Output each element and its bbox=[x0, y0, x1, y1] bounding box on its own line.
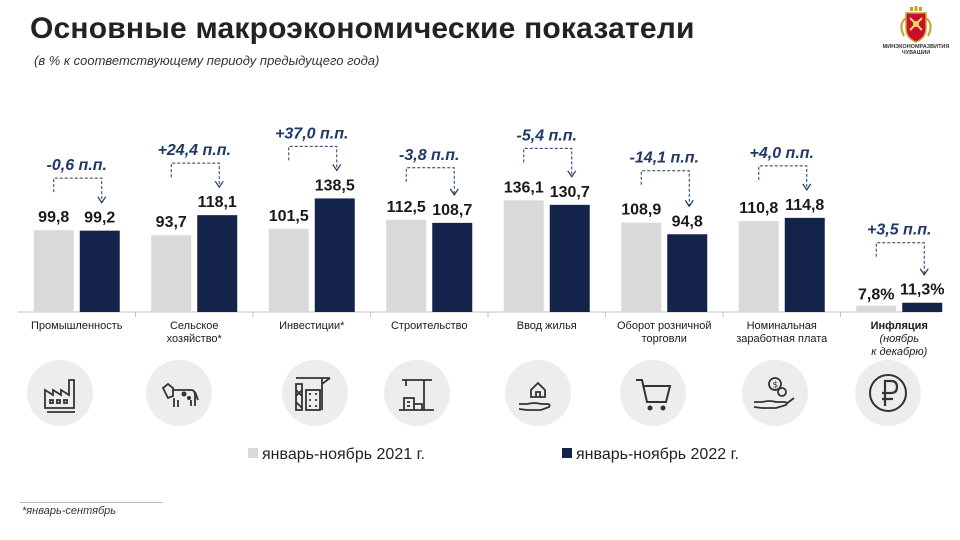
crane-building-icon bbox=[384, 360, 450, 426]
svg-text:$: $ bbox=[773, 381, 779, 391]
ruble-icon bbox=[855, 360, 921, 426]
value-label-2021: 108,9 bbox=[621, 202, 661, 219]
value-label-2022: 108,7 bbox=[432, 202, 472, 219]
bar-2021 bbox=[621, 222, 662, 312]
delta-arrowhead bbox=[684, 199, 694, 208]
factory-icon bbox=[27, 360, 93, 426]
delta-arrowhead bbox=[97, 196, 107, 204]
construction-buildings-icon bbox=[282, 360, 348, 426]
value-label-2022: 130,7 bbox=[550, 184, 590, 201]
delta-bracket bbox=[288, 145, 338, 171]
bar-2021 bbox=[503, 200, 544, 312]
bar-2022 bbox=[79, 230, 120, 312]
bar-2021 bbox=[386, 219, 427, 312]
bar-2022 bbox=[197, 215, 238, 312]
footnote-divider bbox=[20, 502, 163, 503]
bar-2022 bbox=[667, 234, 708, 312]
category-label: Строительство bbox=[391, 320, 468, 332]
delta-bracket bbox=[875, 242, 925, 275]
delta-bracket bbox=[758, 165, 808, 190]
category-label: Инфляция (ноябрь к декабрю) bbox=[871, 320, 928, 358]
category-label: Ввод жилья bbox=[517, 320, 577, 332]
coat-of-arms-logo bbox=[884, 6, 948, 64]
bar-2022 bbox=[314, 198, 355, 312]
bar-2021 bbox=[856, 305, 897, 312]
value-label-2022: 99,2 bbox=[84, 210, 115, 227]
delta-label: +4,0 п.п. bbox=[750, 145, 814, 162]
value-label-2022: 114,8 bbox=[785, 197, 824, 214]
bar-2022 bbox=[432, 222, 473, 312]
bar-2022 bbox=[784, 217, 825, 312]
bar-2021 bbox=[33, 230, 74, 312]
footnote: *январь-сентябрь bbox=[22, 505, 117, 517]
value-label-2021: 112,5 bbox=[387, 199, 426, 216]
delta-label: -0,6 п.п. bbox=[47, 157, 107, 174]
value-label-2022: 138,5 bbox=[315, 177, 355, 194]
shopping-cart-icon bbox=[620, 360, 686, 426]
value-label-2022: 94,8 bbox=[672, 213, 703, 230]
value-label-2021: 101,5 bbox=[269, 208, 309, 225]
delta-label: +24,4 п.п. bbox=[158, 142, 231, 159]
legend-item-2022: январь-ноябрь 2022 г. bbox=[562, 446, 739, 464]
category-label: Сельское хозяйство* bbox=[167, 320, 223, 345]
legend-label-2021: январь-ноябрь 2021 г. bbox=[262, 446, 425, 463]
value-label-2021: 99,8 bbox=[38, 209, 69, 226]
cow-icon bbox=[146, 360, 212, 426]
delta-bracket bbox=[53, 177, 103, 203]
delta-bracket bbox=[405, 167, 455, 195]
category-label: Промышленность bbox=[31, 320, 123, 332]
delta-arrowhead bbox=[332, 164, 342, 172]
bar-2021 bbox=[151, 235, 192, 312]
legend-label-2022: январь-ноябрь 2022 г. bbox=[576, 446, 739, 463]
value-label-2021: 110,8 bbox=[739, 200, 778, 217]
money-hand-icon: $ bbox=[742, 360, 808, 426]
value-label-2022: 118,1 bbox=[198, 194, 237, 211]
delta-label: -5,4 п.п. bbox=[517, 127, 577, 144]
value-label-2021: 136,1 bbox=[504, 179, 544, 196]
delta-arrowhead bbox=[919, 268, 929, 276]
delta-label: -14,1 п.п. bbox=[630, 150, 699, 167]
legend-swatch-2021 bbox=[248, 448, 258, 458]
delta-bracket bbox=[170, 162, 220, 188]
delta-label: +37,0 п.п. bbox=[275, 125, 348, 142]
bar-2021 bbox=[268, 228, 309, 312]
category-label: Оборот розничной торговли bbox=[617, 320, 712, 345]
delta-bracket bbox=[523, 147, 573, 177]
bar-2022 bbox=[549, 204, 590, 312]
legend-swatch-2022 bbox=[562, 448, 572, 458]
delta-arrowhead bbox=[214, 180, 224, 189]
delta-arrowhead bbox=[449, 188, 459, 196]
delta-bracket bbox=[640, 170, 690, 207]
house-in-hand-icon bbox=[505, 360, 571, 426]
page-title: Основные макроэкономические показатели bbox=[30, 12, 695, 45]
category-label: Номинальная заработная плата bbox=[736, 320, 828, 345]
delta-label: -3,8 п.п. bbox=[399, 147, 459, 164]
delta-arrowhead bbox=[567, 170, 577, 178]
value-label-2022: 11,3% bbox=[900, 282, 944, 299]
delta-label: +3,5 п.п. bbox=[867, 222, 931, 239]
legend-item-2021: январь-ноябрь 2021 г. bbox=[248, 446, 425, 464]
page-subtitle: (в % к соответствующему периоду предыдущ… bbox=[34, 53, 380, 68]
value-label-2021: 7,8% bbox=[858, 287, 894, 304]
logo-caption: МИНЭКОНОМРАЗВИТИЯ ЧУВАШИИ bbox=[882, 44, 950, 56]
bar-2021 bbox=[738, 221, 779, 312]
category-label: Инвестиции* bbox=[279, 320, 345, 332]
value-label-2021: 93,7 bbox=[156, 214, 187, 231]
delta-arrowhead bbox=[802, 183, 812, 191]
bar-2022 bbox=[902, 302, 943, 312]
